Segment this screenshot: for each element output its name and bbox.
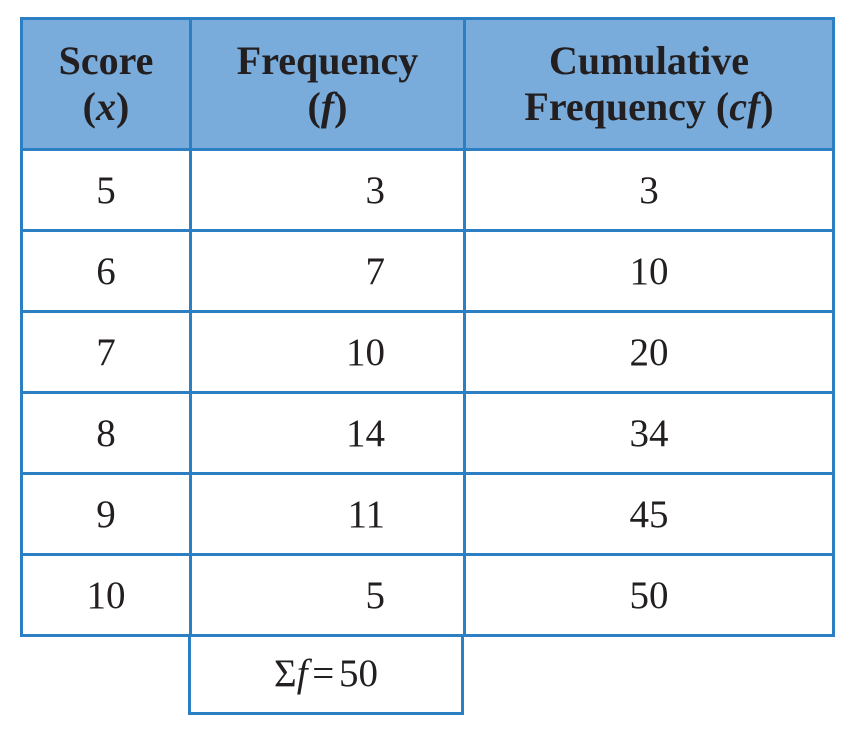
sum-part: = [312,651,335,695]
table-cell: 34 [463,391,835,475]
header-text: ( [715,84,730,129]
table-cell: 45 [463,472,835,556]
header-line: Cumulative [466,38,832,84]
table-cell: 3 [463,148,835,232]
header-row: Score (x) Frequency (f) Cumulative Frequency(… [20,17,835,151]
header-text: ) [760,84,774,129]
sum-part: 50 [338,651,378,695]
sum-part: f [296,651,308,695]
header-line: Frequency [192,38,463,84]
table-cell: 9 [20,472,192,556]
table-cell: 14 [189,391,466,475]
table-cell: 50 [463,553,835,637]
table-row: 7 10 20 [20,310,835,394]
header-cell: Cumulative Frequency (cf) [463,17,835,151]
header-line: (x) [23,84,189,130]
header-text: Score [58,38,154,83]
header-text: ( [82,84,96,129]
header-text: ( [307,84,321,129]
variable-symbol: f [320,84,335,129]
header-text: Cumulative [549,38,749,83]
header-text: ) [116,84,130,129]
header-text: ) [334,84,348,129]
table-cell: 5 [189,553,466,637]
header-line: (f) [192,84,463,130]
table-cell: 3 [189,148,466,232]
header-line: Frequency (cf) [466,84,832,130]
variable-symbol: cf [729,84,761,129]
table-row: 8 14 34 [20,391,835,475]
table-cell: 8 [20,391,192,475]
sum-part: Σ [274,651,297,695]
header-text: Frequency [236,38,419,83]
table-cell: 5 [20,148,192,232]
header-cell: Frequency (f) [189,17,466,151]
variable-symbol: x [96,84,116,129]
table-body: 5 3 3 6 7 10 7 10 20 8 14 34 9 11 45 10 5 50 [20,148,835,637]
table-cell: 11 [189,472,466,556]
header-text: Frequency [524,84,706,129]
table-row: 10 5 50 [20,553,835,637]
table-cell: 7 [20,310,192,394]
table-cell: 10 [20,553,192,637]
table-cell: 20 [463,310,835,394]
header-cell: Score (x) [20,17,192,151]
table-cell: 10 [463,229,835,313]
header-line: Score [23,38,189,84]
table-cell: 7 [189,229,466,313]
table-cell: 6 [20,229,192,313]
table-cell: 10 [189,310,466,394]
frequency-table: Score (x) Frequency (f) Cumulative Frequency(… [20,17,835,637]
table-row: 6 7 10 [20,229,835,313]
table-row: 9 11 45 [20,472,835,556]
